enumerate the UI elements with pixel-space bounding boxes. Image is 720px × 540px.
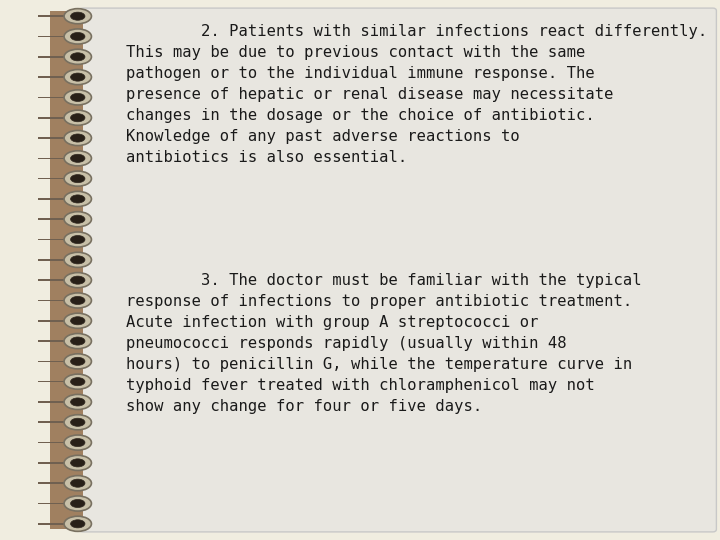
Ellipse shape	[64, 496, 91, 511]
FancyArrow shape	[38, 198, 74, 200]
FancyArrow shape	[38, 279, 74, 281]
Ellipse shape	[71, 418, 85, 427]
FancyArrow shape	[38, 178, 74, 179]
FancyArrow shape	[38, 340, 74, 342]
FancyArrow shape	[38, 158, 74, 159]
Ellipse shape	[64, 151, 91, 166]
Ellipse shape	[71, 154, 85, 163]
Ellipse shape	[71, 93, 85, 102]
FancyArrow shape	[38, 361, 74, 362]
Ellipse shape	[71, 114, 85, 122]
FancyArrow shape	[38, 462, 74, 464]
FancyBboxPatch shape	[79, 8, 716, 532]
Ellipse shape	[71, 215, 85, 224]
FancyArrow shape	[38, 300, 74, 301]
Ellipse shape	[71, 53, 85, 61]
FancyArrow shape	[38, 219, 74, 220]
Ellipse shape	[64, 435, 91, 450]
Ellipse shape	[71, 357, 85, 366]
Ellipse shape	[71, 256, 85, 264]
Ellipse shape	[64, 313, 91, 328]
Ellipse shape	[71, 438, 85, 447]
Ellipse shape	[71, 73, 85, 81]
Ellipse shape	[64, 516, 91, 531]
Ellipse shape	[64, 273, 91, 288]
FancyArrow shape	[38, 76, 74, 78]
FancyArrow shape	[38, 137, 74, 139]
Ellipse shape	[71, 316, 85, 325]
Ellipse shape	[71, 174, 85, 183]
FancyArrow shape	[38, 523, 74, 525]
Ellipse shape	[64, 70, 91, 85]
Ellipse shape	[64, 110, 91, 125]
Ellipse shape	[71, 377, 85, 386]
FancyArrow shape	[38, 36, 74, 37]
FancyArrow shape	[38, 381, 74, 382]
Ellipse shape	[71, 12, 85, 20]
Ellipse shape	[64, 90, 91, 105]
Ellipse shape	[71, 32, 85, 40]
Ellipse shape	[64, 415, 91, 430]
Ellipse shape	[64, 191, 91, 206]
FancyArrow shape	[38, 56, 74, 58]
Ellipse shape	[64, 394, 91, 409]
Ellipse shape	[64, 29, 91, 44]
Ellipse shape	[64, 334, 91, 349]
Ellipse shape	[71, 276, 85, 284]
Ellipse shape	[71, 500, 85, 508]
FancyArrow shape	[38, 97, 74, 98]
Ellipse shape	[64, 476, 91, 491]
FancyArrow shape	[38, 482, 74, 484]
Ellipse shape	[71, 337, 85, 345]
Ellipse shape	[64, 293, 91, 308]
Ellipse shape	[71, 459, 85, 467]
FancyArrow shape	[38, 239, 74, 240]
Ellipse shape	[64, 232, 91, 247]
FancyArrow shape	[38, 16, 74, 17]
Ellipse shape	[71, 195, 85, 203]
Ellipse shape	[64, 212, 91, 227]
FancyArrow shape	[38, 320, 74, 322]
FancyArrow shape	[38, 503, 74, 504]
Ellipse shape	[64, 354, 91, 369]
FancyArrow shape	[38, 401, 74, 403]
Ellipse shape	[64, 252, 91, 267]
Ellipse shape	[71, 519, 85, 528]
FancyArrow shape	[38, 421, 74, 423]
Bar	[50, 11, 83, 529]
Ellipse shape	[64, 131, 91, 146]
Ellipse shape	[71, 134, 85, 142]
FancyArrow shape	[38, 259, 74, 261]
Ellipse shape	[71, 398, 85, 406]
FancyArrow shape	[38, 442, 74, 443]
Text: 3. The doctor must be familiar with the typical
response of infections to proper: 3. The doctor must be familiar with the …	[126, 273, 642, 414]
Ellipse shape	[71, 296, 85, 305]
Ellipse shape	[64, 9, 91, 24]
Ellipse shape	[64, 171, 91, 186]
Ellipse shape	[71, 235, 85, 244]
Ellipse shape	[64, 455, 91, 470]
Ellipse shape	[64, 49, 91, 64]
Ellipse shape	[64, 374, 91, 389]
FancyArrow shape	[38, 117, 74, 119]
Text: 2. Patients with similar infections react differently.
This may be due to previo: 2. Patients with similar infections reac…	[126, 24, 707, 165]
Ellipse shape	[71, 479, 85, 487]
